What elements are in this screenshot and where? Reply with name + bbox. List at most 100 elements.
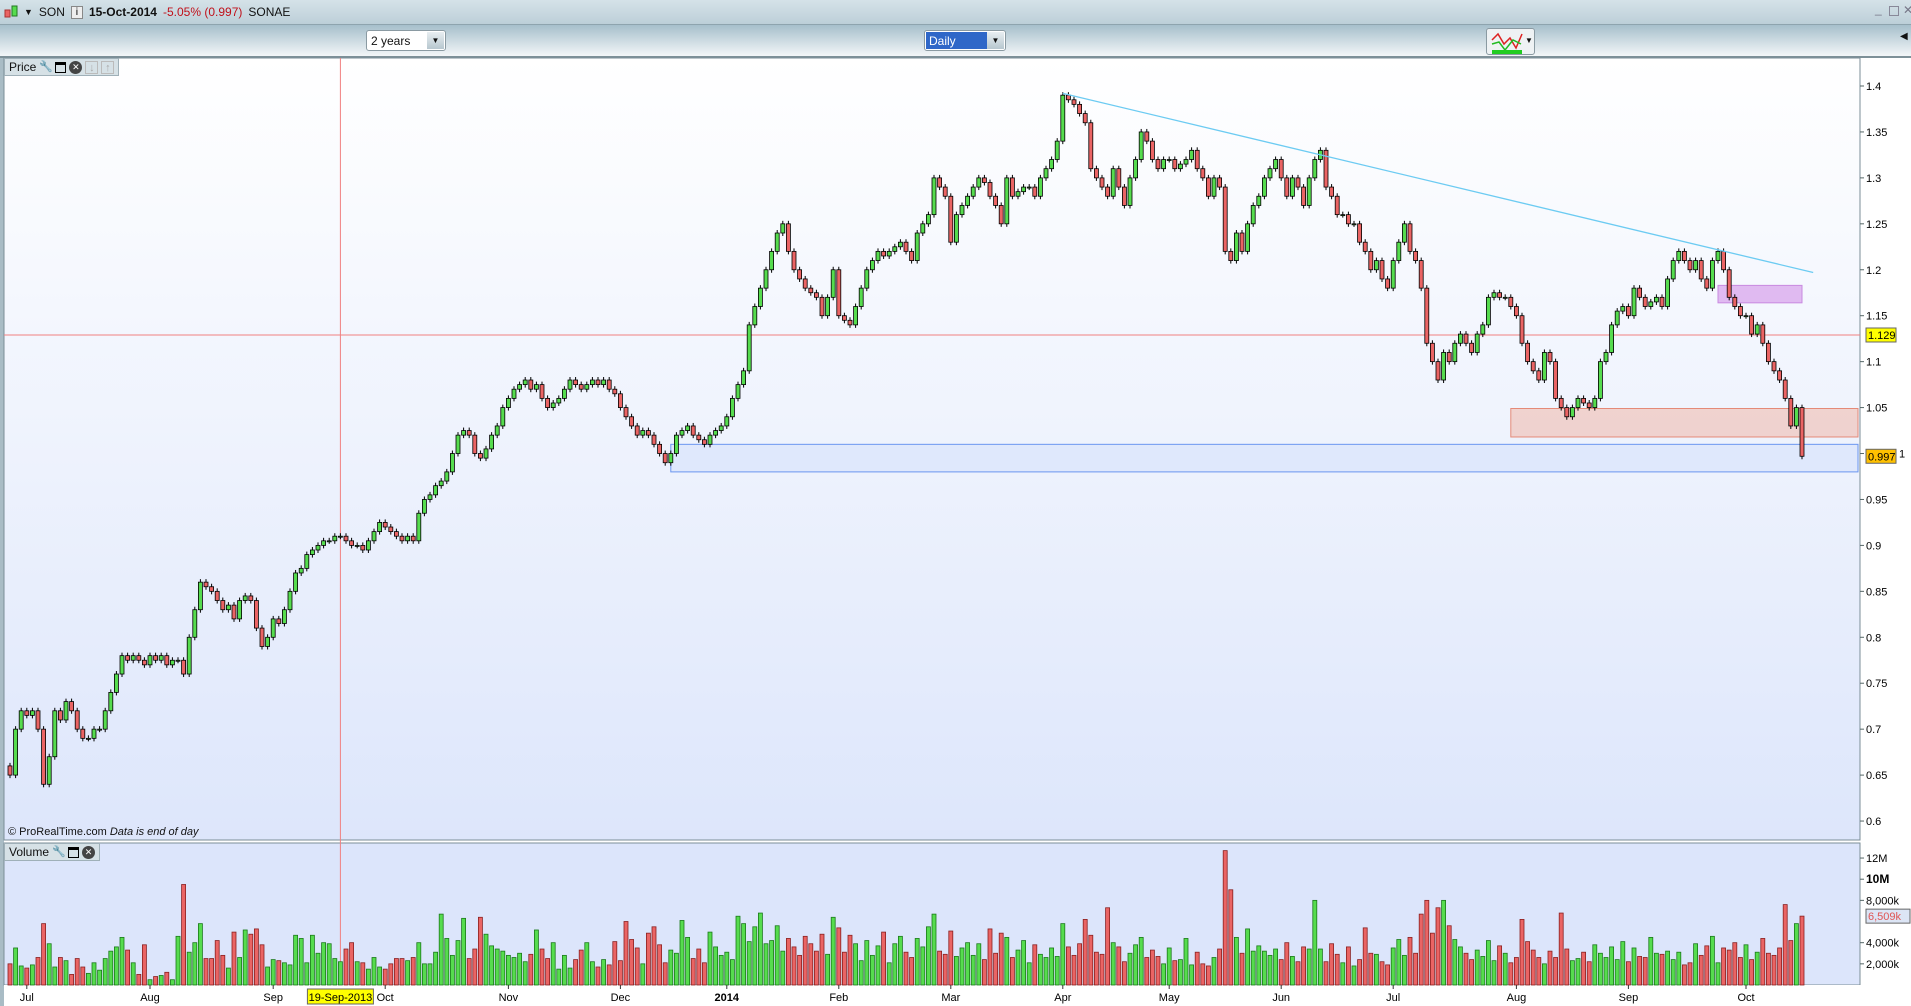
candle-body	[114, 673, 119, 693]
close-icon[interactable]: ✕	[1903, 3, 1911, 17]
candle-body	[1754, 324, 1760, 335]
move-down-icon[interactable]: ↓	[85, 60, 99, 74]
candle	[1659, 294, 1665, 310]
volume-bar	[1374, 953, 1379, 986]
candle	[1194, 147, 1200, 172]
candle-body	[920, 223, 926, 234]
candle	[517, 381, 522, 393]
chevron-down-icon[interactable]: ▼	[1525, 36, 1533, 45]
candle	[1603, 349, 1609, 365]
candle	[1626, 303, 1631, 319]
volume-bar	[965, 942, 970, 986]
wrench-icon[interactable]: 🔧	[52, 845, 66, 858]
candle-body	[225, 604, 231, 611]
volume-bar	[690, 958, 696, 986]
candle-body	[1648, 301, 1654, 307]
candle	[1598, 358, 1603, 402]
candle-body	[158, 655, 164, 661]
volume-bar	[1525, 941, 1530, 986]
candle	[657, 441, 662, 457]
candle-body	[752, 306, 758, 326]
window-icon[interactable]	[68, 846, 80, 858]
volume-bar	[416, 942, 422, 986]
volume-bar	[573, 959, 578, 986]
candle-body	[181, 659, 187, 675]
candle	[416, 510, 422, 544]
candle	[1144, 128, 1150, 145]
candle-body	[91, 728, 97, 739]
date-tick-label: Nov	[499, 992, 519, 1004]
candle	[1788, 395, 1794, 429]
scroll-left-icon[interactable]: ◀	[1900, 31, 1908, 42]
candle	[1038, 174, 1043, 200]
candle-body	[1144, 131, 1150, 142]
volume-bar	[18, 965, 24, 986]
chart-style-button[interactable]: ▼	[1486, 28, 1535, 55]
candle-body	[377, 522, 383, 533]
candle-body	[1038, 177, 1043, 197]
candle-body	[808, 287, 814, 294]
close-panel-icon[interactable]: ✕	[69, 60, 83, 74]
candle	[1334, 193, 1340, 218]
candle	[752, 303, 758, 328]
chevron-down-icon[interactable]: ▼	[987, 32, 1004, 49]
candle-body	[1161, 159, 1166, 170]
candle-body	[1362, 241, 1368, 252]
volume-bar	[438, 913, 444, 986]
symbol-menu-chevron-icon[interactable]: ▼	[24, 7, 33, 17]
candle-body	[265, 636, 271, 647]
volume-bar	[197, 923, 203, 986]
info-icon[interactable]: i	[70, 5, 83, 19]
volume-bar	[730, 959, 735, 986]
date-axis	[4, 985, 1911, 1006]
chevron-down-icon[interactable]: ▼	[427, 32, 444, 49]
candle-body	[1054, 140, 1060, 160]
close-panel-icon[interactable]: ✕	[82, 845, 96, 859]
candle-body	[634, 425, 640, 436]
candle-body	[102, 710, 108, 730]
volume-bar	[595, 966, 601, 986]
candle	[959, 202, 965, 218]
candle	[1642, 294, 1648, 310]
volume-bar	[1413, 952, 1418, 986]
volume-bar	[1609, 946, 1614, 986]
volume-bar	[1542, 963, 1547, 986]
candle-body	[674, 434, 679, 454]
candle-body	[1351, 223, 1357, 226]
candle-body	[1116, 168, 1122, 188]
symbol[interactable]: SON	[38, 5, 65, 19]
candle	[1228, 248, 1234, 264]
candle-body	[819, 296, 825, 317]
candle	[438, 478, 444, 489]
volume-bar	[1799, 915, 1805, 986]
candle	[1558, 395, 1564, 411]
candle	[1396, 239, 1402, 264]
candle-body	[511, 388, 517, 399]
candle-body	[842, 315, 847, 321]
candle-body	[550, 402, 556, 408]
maximize-icon[interactable]	[1889, 6, 1899, 16]
volume-bar	[1614, 959, 1620, 986]
price-tick-label: 1.35	[1866, 127, 1887, 139]
interval-select[interactable]: Daily ▼	[924, 30, 1006, 51]
window-icon[interactable]	[55, 61, 67, 73]
price-tick-label: 0.7	[1866, 724, 1881, 736]
candle	[1424, 285, 1430, 347]
candle	[1553, 358, 1558, 402]
move-up-icon[interactable]: ↑	[101, 60, 115, 74]
volume-bar	[86, 972, 91, 986]
volume-bar	[511, 957, 517, 986]
candle-body	[1598, 361, 1603, 399]
volume-bar	[444, 938, 450, 986]
crosshair-price-label-box	[1865, 327, 1897, 343]
volume-tick-label: 4,000k	[1866, 938, 1900, 950]
date-tick-label: Sep	[1619, 992, 1639, 1004]
volume-bar	[898, 935, 903, 986]
candle-body	[556, 397, 562, 404]
wrench-icon[interactable]: 🔧	[39, 60, 54, 73]
candle-body	[1004, 177, 1010, 225]
candle-body	[1413, 250, 1418, 261]
period-select[interactable]: 2 years ▼	[366, 30, 446, 51]
minimize-icon[interactable]: _	[1875, 2, 1882, 16]
